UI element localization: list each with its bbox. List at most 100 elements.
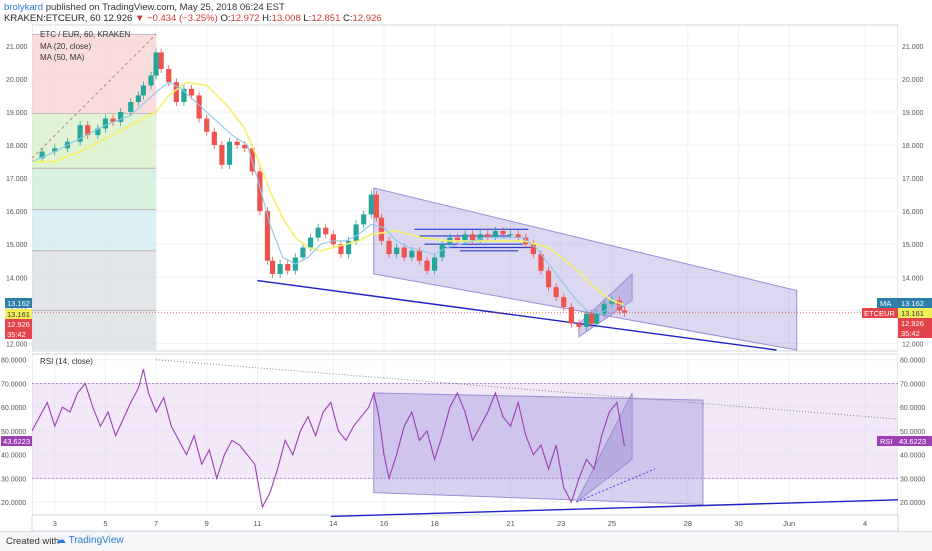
candle-body[interactable] xyxy=(204,118,210,132)
low-label: L: xyxy=(303,13,312,24)
candle-body[interactable] xyxy=(52,148,58,152)
candle-body[interactable] xyxy=(148,75,154,86)
candle-body[interactable] xyxy=(323,227,329,235)
candle-body[interactable] xyxy=(462,234,468,241)
candle-body[interactable] xyxy=(300,247,306,258)
candle-body[interactable] xyxy=(386,240,392,255)
chart-canvas[interactable]: 12.00012.00013.00013.00014.00014.00015.0… xyxy=(0,0,932,531)
right-price-axis[interactable] xyxy=(898,25,932,515)
candle-body[interactable] xyxy=(95,128,101,136)
candle-body[interactable] xyxy=(368,194,374,215)
time-tick: 25 xyxy=(608,519,616,528)
candle-body[interactable] xyxy=(589,313,595,324)
candle-body[interactable] xyxy=(257,171,263,212)
candle-body[interactable] xyxy=(77,125,83,142)
left-badge-ma: 13.162 xyxy=(7,299,30,308)
candle-body[interactable] xyxy=(373,194,379,218)
candle-body[interactable] xyxy=(609,300,615,304)
candle-body[interactable] xyxy=(330,234,336,245)
publish-line: brolykard published on TradingView.com, … xyxy=(4,2,285,13)
candle-body[interactable] xyxy=(485,234,491,238)
left-badge-last: 12.926 xyxy=(7,320,30,329)
fib-trend-dashed xyxy=(31,33,157,159)
down-triangle-icon: ▼ xyxy=(134,13,145,24)
candle-body[interactable] xyxy=(39,151,45,159)
candle-body[interactable] xyxy=(568,307,574,324)
ma20-legend[interactable]: MA (20, close) xyxy=(40,42,91,51)
candle-body[interactable] xyxy=(211,131,217,146)
rsi-tick-right: 20.0000 xyxy=(900,500,925,507)
candle-body[interactable] xyxy=(102,118,109,129)
candle-body[interactable] xyxy=(196,95,202,119)
candle-body[interactable] xyxy=(315,227,321,238)
candle-body[interactable] xyxy=(439,244,445,258)
price-change: −0.434 (−3.25%) xyxy=(147,13,218,24)
candle-body[interactable] xyxy=(181,88,187,103)
candle-body[interactable] xyxy=(601,303,607,314)
candle-body[interactable] xyxy=(128,102,134,112)
candle-body[interactable] xyxy=(110,118,116,122)
time-tick: 11 xyxy=(253,519,261,528)
right-badge-countdown: 35:42 xyxy=(901,329,920,338)
candle-body[interactable] xyxy=(530,244,536,255)
price-tick-left: 15.000 xyxy=(6,242,28,249)
candle-body[interactable] xyxy=(242,145,248,149)
candle-body[interactable] xyxy=(507,234,514,236)
candle-body[interactable] xyxy=(345,240,352,255)
time-axis[interactable] xyxy=(31,514,899,531)
candle-body[interactable] xyxy=(492,230,498,238)
candle-body[interactable] xyxy=(338,244,344,255)
candle-body[interactable] xyxy=(135,95,141,103)
candle-body[interactable] xyxy=(158,52,164,69)
candle-body[interactable] xyxy=(173,82,179,103)
candle-body[interactable] xyxy=(361,214,367,225)
price-tick-left: 21.000 xyxy=(6,44,28,51)
candle-body[interactable] xyxy=(226,141,233,165)
rsi-legend[interactable]: RSI (14, close) xyxy=(40,357,93,366)
candle-body[interactable] xyxy=(118,111,124,122)
candle-body[interactable] xyxy=(454,237,461,241)
tradingview-brand[interactable]: TradingView xyxy=(68,535,124,546)
candle-body[interactable] xyxy=(500,230,506,235)
candle-body[interactable] xyxy=(219,145,225,165)
tradingview-logo-icon[interactable]: ☁ TradingView xyxy=(56,535,124,546)
rsi-tick-right: 70.0000 xyxy=(900,381,925,388)
candle-body[interactable] xyxy=(353,224,359,241)
ma50-legend[interactable]: MA (50, MA) xyxy=(40,53,85,62)
chart-title: ETC / EUR, 60, KRAKEN xyxy=(40,30,130,39)
candle-body[interactable] xyxy=(515,234,521,238)
candle-body[interactable] xyxy=(264,211,271,261)
time-tick: 3 xyxy=(53,519,57,528)
candle-body[interactable] xyxy=(394,247,400,255)
candle-body[interactable] xyxy=(621,310,628,313)
author-link[interactable]: brolykard xyxy=(4,2,44,13)
left-price-axis[interactable] xyxy=(0,25,32,515)
candle-body[interactable] xyxy=(153,52,159,76)
candle-body[interactable] xyxy=(416,250,423,261)
candle-body[interactable] xyxy=(234,141,240,146)
candle-body[interactable] xyxy=(576,323,582,327)
candle-body[interactable] xyxy=(469,234,476,241)
candle-body[interactable] xyxy=(188,88,195,96)
candle-body[interactable] xyxy=(409,250,415,258)
candle-body[interactable] xyxy=(538,254,544,271)
candle-body[interactable] xyxy=(561,297,567,308)
candle-body[interactable] xyxy=(424,260,430,271)
candle-body[interactable] xyxy=(277,264,283,274)
candle-body[interactable] xyxy=(432,257,438,271)
candle-body[interactable] xyxy=(140,85,147,96)
candle-body[interactable] xyxy=(401,247,407,258)
candle-body[interactable] xyxy=(545,270,552,288)
candle-body[interactable] xyxy=(553,287,559,298)
candle-body[interactable] xyxy=(285,264,291,271)
candle-body[interactable] xyxy=(594,313,600,324)
candle-body[interactable] xyxy=(307,237,314,248)
right-badge-ma-value: 13.162 xyxy=(901,299,924,308)
candle-body[interactable] xyxy=(477,234,483,241)
candle-body[interactable] xyxy=(166,68,172,83)
open-value: 12.972 xyxy=(230,13,260,24)
candle-body[interactable] xyxy=(583,313,590,327)
candle-body[interactable] xyxy=(269,260,276,274)
candle-body[interactable] xyxy=(378,217,385,241)
candle-body[interactable] xyxy=(85,125,91,136)
